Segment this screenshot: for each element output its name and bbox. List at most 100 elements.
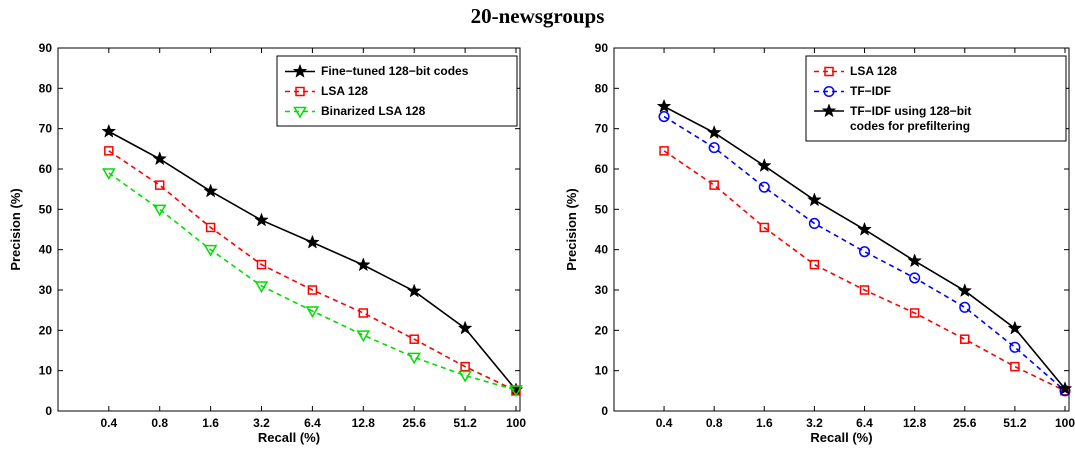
plot-frame: [613, 47, 1070, 412]
y-tick-label: 0: [601, 404, 608, 418]
data-point: [154, 180, 165, 190]
x-tick-label: 1.6: [202, 416, 219, 430]
data-point: [104, 146, 114, 156]
data-point: [409, 334, 419, 344]
data-point: [305, 306, 320, 318]
legend: Fine−tuned 128−bit codes LSA 128 Binarized…: [276, 55, 518, 127]
y-axis-label: Precision (%): [8, 188, 23, 270]
series-line: [108, 172, 517, 391]
x-tick-label: 0.8: [151, 416, 168, 430]
legend-label: LSA 128: [321, 84, 368, 98]
y-tick-label: 80: [39, 81, 53, 95]
series-2: [104, 146, 521, 396]
data-point: [460, 361, 470, 372]
data-point: [1057, 381, 1073, 396]
legend-box: [276, 55, 518, 127]
data-point: [759, 222, 770, 233]
data-point: [706, 124, 722, 139]
data-point: [256, 259, 267, 270]
chart-panel-1: 0 10 20 30 40 50 60 70 80 90 0.4 0.8 1.6 3.2 6.4 12.8 25…: [8, 41, 526, 445]
data-point: [709, 180, 719, 190]
data-point: [307, 285, 318, 295]
x-tick-label: 6.4: [304, 416, 321, 430]
legend-marker: [824, 66, 834, 77]
x-tick-label: 25.6: [953, 416, 977, 430]
x-tick-label: 0.4: [100, 416, 117, 430]
y-tick-label: 70: [595, 122, 609, 136]
data-point: [101, 123, 117, 138]
legend-marker: [821, 103, 837, 118]
data-point: [909, 272, 921, 284]
y-tick-label: 20: [595, 323, 609, 337]
data-point: [509, 385, 523, 398]
data-point: [758, 181, 770, 193]
data-point: [907, 253, 922, 268]
x-tick-label: 0.8: [706, 416, 723, 430]
data-point: [254, 281, 269, 293]
data-point: [356, 330, 371, 343]
x-tick-label: 51.2: [453, 416, 477, 430]
y-tick-label: 40: [595, 243, 609, 257]
data-point: [959, 301, 971, 313]
y-tick-label: 30: [39, 283, 53, 297]
y-tick-label: 90: [595, 41, 609, 55]
data-point: [457, 320, 473, 335]
x-tick-label: 3.2: [806, 416, 823, 430]
legend-label: Binarized LSA 128: [321, 104, 426, 118]
y-tick-label: 30: [595, 283, 609, 297]
series-line: [663, 150, 1066, 392]
data-point: [858, 246, 871, 258]
series-line: [663, 115, 1066, 392]
x-tick-label: 3.2: [253, 416, 270, 430]
data-point: [407, 352, 422, 365]
data-point: [205, 222, 216, 233]
x-tick-label: 0.4: [656, 416, 673, 430]
legend-marker: [293, 106, 307, 119]
data-point: [254, 212, 269, 227]
data-point: [656, 98, 672, 113]
data-point: [305, 234, 320, 249]
data-point: [808, 217, 820, 229]
data-point: [1009, 341, 1021, 353]
data-point: [1010, 361, 1020, 372]
data-point: [859, 285, 870, 295]
y-tick-label: 50: [595, 202, 609, 216]
data-point: [358, 308, 369, 318]
y-tick-label: 20: [39, 323, 53, 337]
data-point: [857, 221, 872, 236]
data-point: [807, 192, 822, 207]
series-line: [108, 150, 517, 392]
y-tick-label: 70: [39, 122, 53, 136]
data-point: [355, 257, 371, 272]
y-tick-label: 90: [39, 41, 53, 55]
y-tick-label: 10: [39, 364, 53, 378]
data-point: [1007, 320, 1023, 335]
x-axis-label: Recall (%): [258, 430, 320, 445]
series-line: [663, 105, 1066, 390]
x-tick-label: 100: [1055, 416, 1075, 430]
y-tick-label: 50: [39, 202, 53, 216]
y-tick-label: 80: [595, 81, 609, 95]
legend-label: TF−IDF: [850, 84, 891, 98]
legend-box: [805, 55, 1067, 142]
legend-label: LSA 128: [850, 64, 897, 78]
x-tick-label: 6.4: [856, 416, 873, 430]
data-point: [960, 334, 970, 344]
data-point: [152, 204, 167, 217]
data-point: [708, 142, 720, 154]
data-point: [658, 111, 670, 123]
x-tick-label: 25.6: [403, 416, 427, 430]
y-tick-label: 10: [595, 364, 609, 378]
x-tick-label: 12.8: [903, 416, 927, 430]
legend-label: codes for prefiltering: [850, 119, 970, 133]
series-2: [658, 111, 1071, 397]
x-tick-label: 12.8: [352, 416, 376, 430]
series-3: [102, 168, 523, 398]
y-tick-label: 60: [39, 162, 53, 176]
series-line: [108, 130, 517, 391]
data-point: [756, 158, 772, 173]
series-1: [101, 123, 524, 397]
data-point: [406, 283, 422, 298]
data-point: [909, 308, 920, 318]
series-3: [656, 98, 1073, 396]
